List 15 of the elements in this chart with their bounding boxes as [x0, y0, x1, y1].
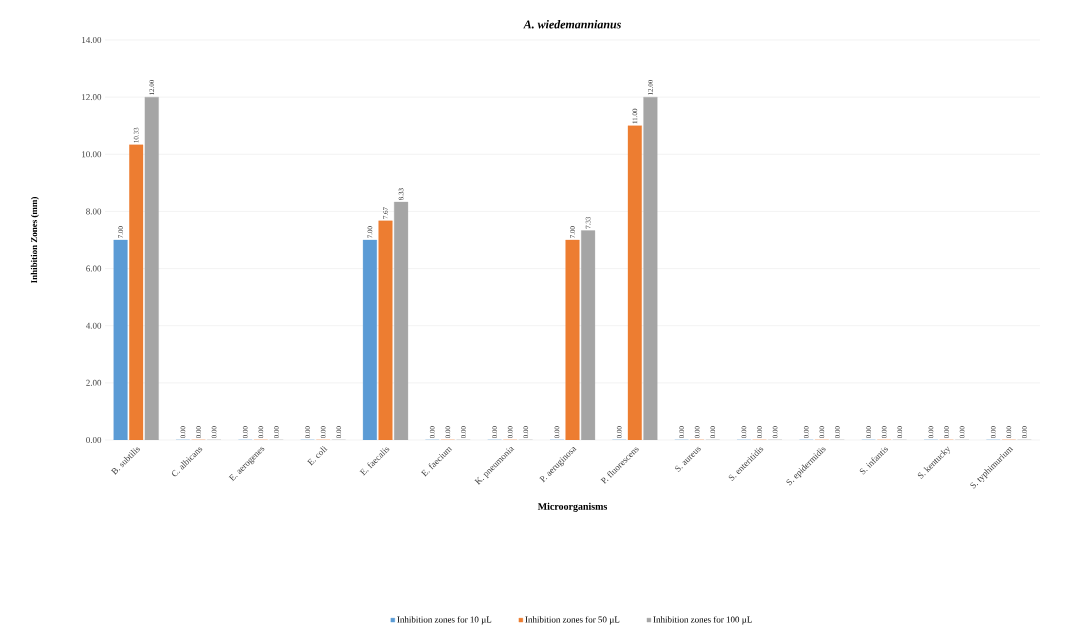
- y-tick-label: 0.00: [86, 436, 102, 444]
- y-tick-label: 2.00: [86, 379, 102, 386]
- legend-label: Inhibition zones for 50 µL: [525, 616, 620, 625]
- y-tick-label: 6.00: [86, 265, 102, 272]
- y-tick-label: 10.00: [82, 151, 102, 158]
- chart-title: A. wiedemannianus: [523, 20, 621, 29]
- legend-label: Inhibition zones for 10 µL: [397, 616, 492, 625]
- x-tick-label: E. coli: [307, 445, 328, 466]
- y-tick-label: 8.00: [86, 208, 102, 215]
- y-tick-label: 12.00: [82, 94, 102, 101]
- legend-label: Inhibition zones for 100 µL: [653, 616, 752, 625]
- y-tick-label: 4.00: [85, 322, 102, 329]
- y-tick-label: 14.00: [82, 36, 102, 44]
- y-axis-title: Inhibition Zones (mm): [30, 197, 39, 284]
- x-axis-title: Microorganisms: [537, 502, 608, 512]
